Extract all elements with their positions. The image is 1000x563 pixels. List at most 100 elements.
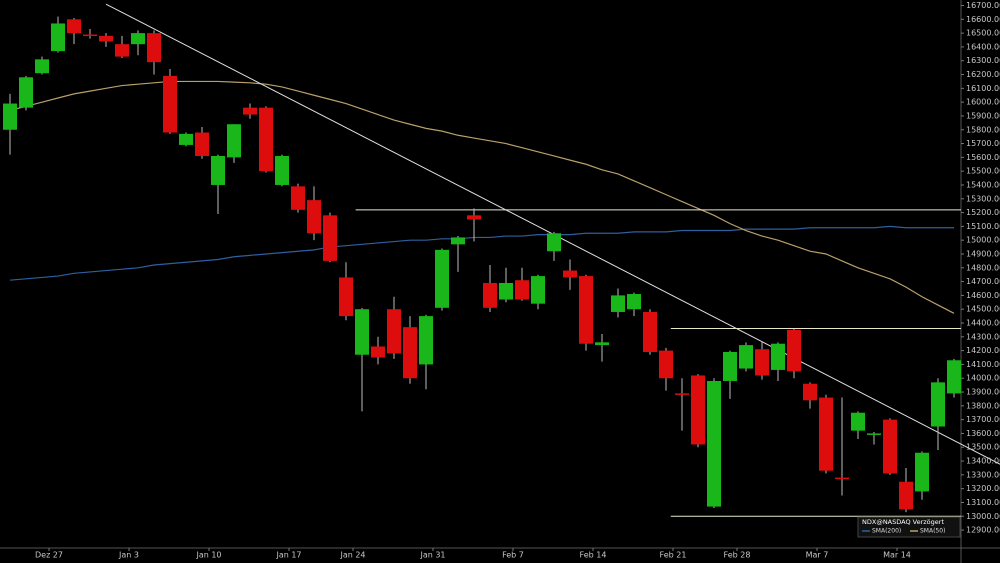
candle-body <box>563 270 577 278</box>
candle-body <box>435 249 449 308</box>
x-tick-label: Jan 31 <box>419 551 445 560</box>
x-tick-label: Mar 7 <box>806 551 829 560</box>
candle-body <box>419 316 433 365</box>
candle-body <box>355 309 369 355</box>
candle-body <box>483 282 497 308</box>
y-tick-label: 14400.00 <box>966 319 1000 328</box>
candle-body <box>99 35 113 42</box>
candle-body <box>115 44 129 57</box>
candle-body <box>755 349 769 376</box>
candle-body <box>291 186 305 210</box>
y-tick-label: 13100.00 <box>966 498 1000 507</box>
y-tick-label: 13300.00 <box>966 470 1000 479</box>
y-tick-label: 16500.00 <box>966 29 1000 38</box>
y-tick-label: 15200.00 <box>966 208 1000 217</box>
candle-body <box>259 107 273 172</box>
y-tick-label: 16200.00 <box>966 70 1000 79</box>
y-tick-label: 13500.00 <box>966 443 1000 452</box>
candle-body <box>275 155 289 185</box>
y-tick-label: 14300.00 <box>966 332 1000 341</box>
candle-body <box>707 380 721 507</box>
x-tick-label: Jan 3 <box>118 551 139 560</box>
candle-body <box>227 124 241 158</box>
y-tick-label: 13800.00 <box>966 401 1000 410</box>
x-tick-label: Jan 17 <box>275 551 301 560</box>
candle-body <box>531 276 545 304</box>
y-tick-label: 16600.00 <box>966 15 1000 24</box>
candle-body <box>867 433 881 435</box>
y-tick-label: 13700.00 <box>966 415 1000 424</box>
candle-body <box>643 311 657 352</box>
candle-body <box>819 397 833 471</box>
candle-body <box>659 350 673 379</box>
x-tick-label: Feb 7 <box>502 551 524 560</box>
candle-body <box>931 382 945 427</box>
candle-body <box>67 19 81 34</box>
plot-area <box>3 3 1000 517</box>
y-tick-label: 16100.00 <box>966 84 1000 93</box>
candle-body <box>51 23 65 52</box>
candle-body <box>19 77 33 108</box>
x-tick-label: Feb 28 <box>724 551 751 560</box>
candle-body <box>723 351 737 381</box>
y-tick-label: 15000.00 <box>966 236 1000 245</box>
candle-body <box>339 277 353 317</box>
y-tick-label: 13900.00 <box>966 388 1000 397</box>
y-tick-label: 15100.00 <box>966 222 1000 231</box>
y-tick-label: 15700.00 <box>966 139 1000 148</box>
y-tick-label: 14000.00 <box>966 374 1000 383</box>
x-tick-label: Feb 21 <box>660 551 687 560</box>
x-tick-label: Feb 14 <box>580 551 607 560</box>
candle-body <box>739 345 753 369</box>
candle-body <box>803 383 817 401</box>
candle-body <box>691 375 705 445</box>
x-tick-label: Dez 27 <box>35 551 63 560</box>
x-tick-label: Jan 24 <box>339 551 365 560</box>
candle-body <box>851 412 865 431</box>
legend-label: SMA(50) <box>920 528 945 535</box>
candle-body <box>163 75 177 133</box>
legend-label: SMA(200) <box>872 528 901 535</box>
y-tick-label: 13200.00 <box>966 484 1000 493</box>
x-tick-label: Mar 14 <box>883 551 911 560</box>
candle-body <box>915 452 929 492</box>
candle-body <box>579 276 593 344</box>
y-tick-label: 14900.00 <box>966 249 1000 258</box>
y-tick-label: 15600.00 <box>966 153 1000 162</box>
candle-body <box>387 309 401 354</box>
candle-body <box>595 342 609 346</box>
candle-body <box>771 343 785 370</box>
candle-body <box>403 327 417 379</box>
candle-body <box>515 280 529 300</box>
y-tick-label: 14100.00 <box>966 360 1000 369</box>
y-tick-label: 16700.00 <box>966 1 1000 10</box>
y-tick-label: 16300.00 <box>966 56 1000 65</box>
y-tick-label: 16000.00 <box>966 98 1000 107</box>
y-tick-label: 14800.00 <box>966 263 1000 272</box>
y-tick-label: 13000.00 <box>966 512 1000 521</box>
y-tick-label: 15300.00 <box>966 194 1000 203</box>
candle-body <box>83 34 97 37</box>
y-tick-label: 15500.00 <box>966 167 1000 176</box>
candle-body <box>675 393 689 395</box>
candle-body <box>835 477 849 480</box>
candle-body <box>467 215 481 220</box>
y-tick-label: 13600.00 <box>966 429 1000 438</box>
y-tick-label: 15800.00 <box>966 125 1000 134</box>
candle-body <box>179 133 193 145</box>
candle-body <box>611 295 625 312</box>
candle-body <box>35 59 49 74</box>
candle-body <box>627 294 641 310</box>
y-tick-label: 14500.00 <box>966 305 1000 314</box>
y-tick-label: 14600.00 <box>966 291 1000 300</box>
candle-body <box>307 200 321 234</box>
y-tick-label: 16400.00 <box>966 42 1000 51</box>
candle-body <box>883 419 897 474</box>
y-tick-label: 15400.00 <box>966 180 1000 189</box>
y-tick-label: 14700.00 <box>966 277 1000 286</box>
y-tick-label: 15900.00 <box>966 111 1000 120</box>
candle-body <box>3 103 17 130</box>
candle-body <box>451 237 465 245</box>
